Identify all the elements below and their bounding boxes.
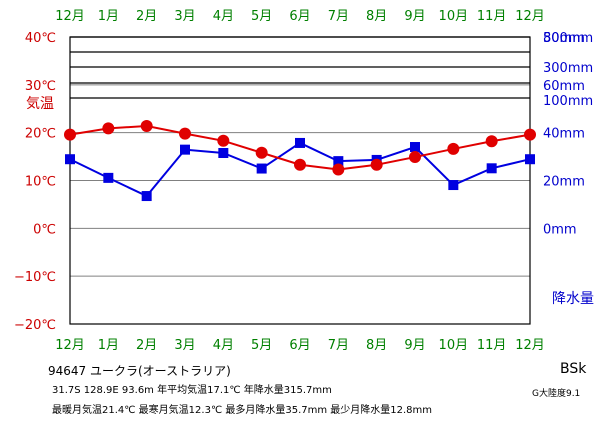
month-label-bottom: 3月 <box>174 338 195 353</box>
precip-tick: 40mm <box>543 127 585 142</box>
precipitation-point <box>65 154 75 165</box>
precipitation-point <box>410 142 420 153</box>
top-month-labels: 12月 1月 2月 3月 4月 5月 6月 7月 8月 9月 10月 11月 12月 <box>55 9 545 24</box>
precip-tick: 300mm <box>543 61 593 76</box>
precipitation-axis-label: 降水量 <box>552 291 594 307</box>
station-line-2: 31.7S 128.9E 93.6m 年平均気温17.1℃ 年降水量315.7m… <box>52 385 332 396</box>
precipitation-point <box>486 163 497 174</box>
temperature-point <box>64 128 76 141</box>
temp-tick: 40℃ <box>25 31 56 46</box>
temperature-point <box>370 158 383 171</box>
month-label-top: 4月 <box>213 9 234 24</box>
temperature-point <box>140 119 153 132</box>
bottom-month-labels: 12月 1月 2月 3月 4月 5月 6月 7月 8月 9月 10月 11月 12月 <box>55 338 545 353</box>
month-label-top: 5月 <box>251 9 272 24</box>
month-label-top: 12月 <box>55 9 85 24</box>
temperature-axis-label: 気温 <box>26 96 54 112</box>
month-label-top: 7月 <box>328 9 349 24</box>
precipitation-point <box>295 137 305 148</box>
precip-tick: 100mm <box>543 94 593 109</box>
temperature-point <box>294 158 306 171</box>
precipitation-point <box>256 163 267 174</box>
temperature-point <box>409 151 421 164</box>
temp-tick: −20℃ <box>14 318 56 333</box>
precipitation-point <box>141 191 152 202</box>
continentality-index: G大陸度9.1 <box>532 389 581 399</box>
chart-grid <box>69 36 531 325</box>
month-label-top: 9月 <box>404 9 425 24</box>
temperature-point <box>485 135 498 148</box>
month-label-top: 3月 <box>174 9 195 24</box>
precipitation-point <box>333 156 344 167</box>
station-line-3: 最暖月気温21.4℃ 最寒月気温12.3℃ 最多月降水量35.7mm 最少月降水… <box>52 405 433 416</box>
precipitation-point <box>448 180 459 191</box>
temp-tick: 0℃ <box>33 222 56 237</box>
temperature-point <box>447 142 460 155</box>
temp-tick: 20℃ <box>25 127 56 142</box>
plot-frame <box>69 36 531 325</box>
month-label-top: 6月 <box>289 9 310 24</box>
temp-tick: −10℃ <box>14 270 56 285</box>
month-label-top: 2月 <box>136 9 157 24</box>
month-label-top: 11月 <box>477 9 507 24</box>
temperature-point <box>179 127 191 140</box>
precip-tick: 80mm <box>543 31 585 46</box>
month-label-bottom: 10月 <box>439 338 469 353</box>
climate-code: BSk <box>560 361 587 377</box>
month-label-bottom: 12月 <box>55 338 85 353</box>
temperature-point <box>255 146 268 159</box>
temperature-point <box>332 163 345 176</box>
month-label-bottom: 4月 <box>213 338 234 353</box>
month-label-bottom: 8月 <box>366 338 387 353</box>
month-label-bottom: 9月 <box>404 338 425 353</box>
month-label-top: 10月 <box>439 9 469 24</box>
month-label-bottom: 1月 <box>98 338 119 353</box>
station-line-1: 94647 ユークラ(オーストラリア) <box>48 364 231 378</box>
series-layer <box>64 119 536 202</box>
month-label-bottom: 6月 <box>289 338 310 353</box>
precip-tick: 60mm <box>543 79 585 94</box>
month-label-bottom: 5月 <box>251 338 272 353</box>
month-label-bottom: 12月 <box>515 338 545 353</box>
month-label-bottom: 11月 <box>477 338 507 353</box>
precipitation-point <box>103 172 114 183</box>
precip-tick: 20mm <box>543 175 585 190</box>
precipitation-tick-labels: 500mm 300mm 100mm 80mm 60mm 40mm 20mm 0mm <box>543 31 593 237</box>
month-label-top: 8月 <box>366 9 387 24</box>
precip-tick: 0mm <box>543 222 577 237</box>
month-label-top: 1月 <box>98 9 119 24</box>
month-label-bottom: 2月 <box>136 338 157 353</box>
month-label-bottom: 7月 <box>328 338 349 353</box>
temp-tick: 30℃ <box>25 79 56 94</box>
month-label-top: 12月 <box>515 9 545 24</box>
temperature-point <box>524 128 536 141</box>
temperature-tick-labels: 40℃ 30℃ 20℃ 10℃ 0℃ −10℃ −20℃ <box>14 31 56 333</box>
precipitation-point <box>218 147 229 158</box>
precipitation-point <box>180 144 190 155</box>
precipitation-point <box>525 154 535 165</box>
temperature-point <box>217 134 230 147</box>
precip-tick: 500mm <box>543 31 593 46</box>
temp-tick: 10℃ <box>25 175 56 190</box>
temperature-point <box>102 122 115 135</box>
